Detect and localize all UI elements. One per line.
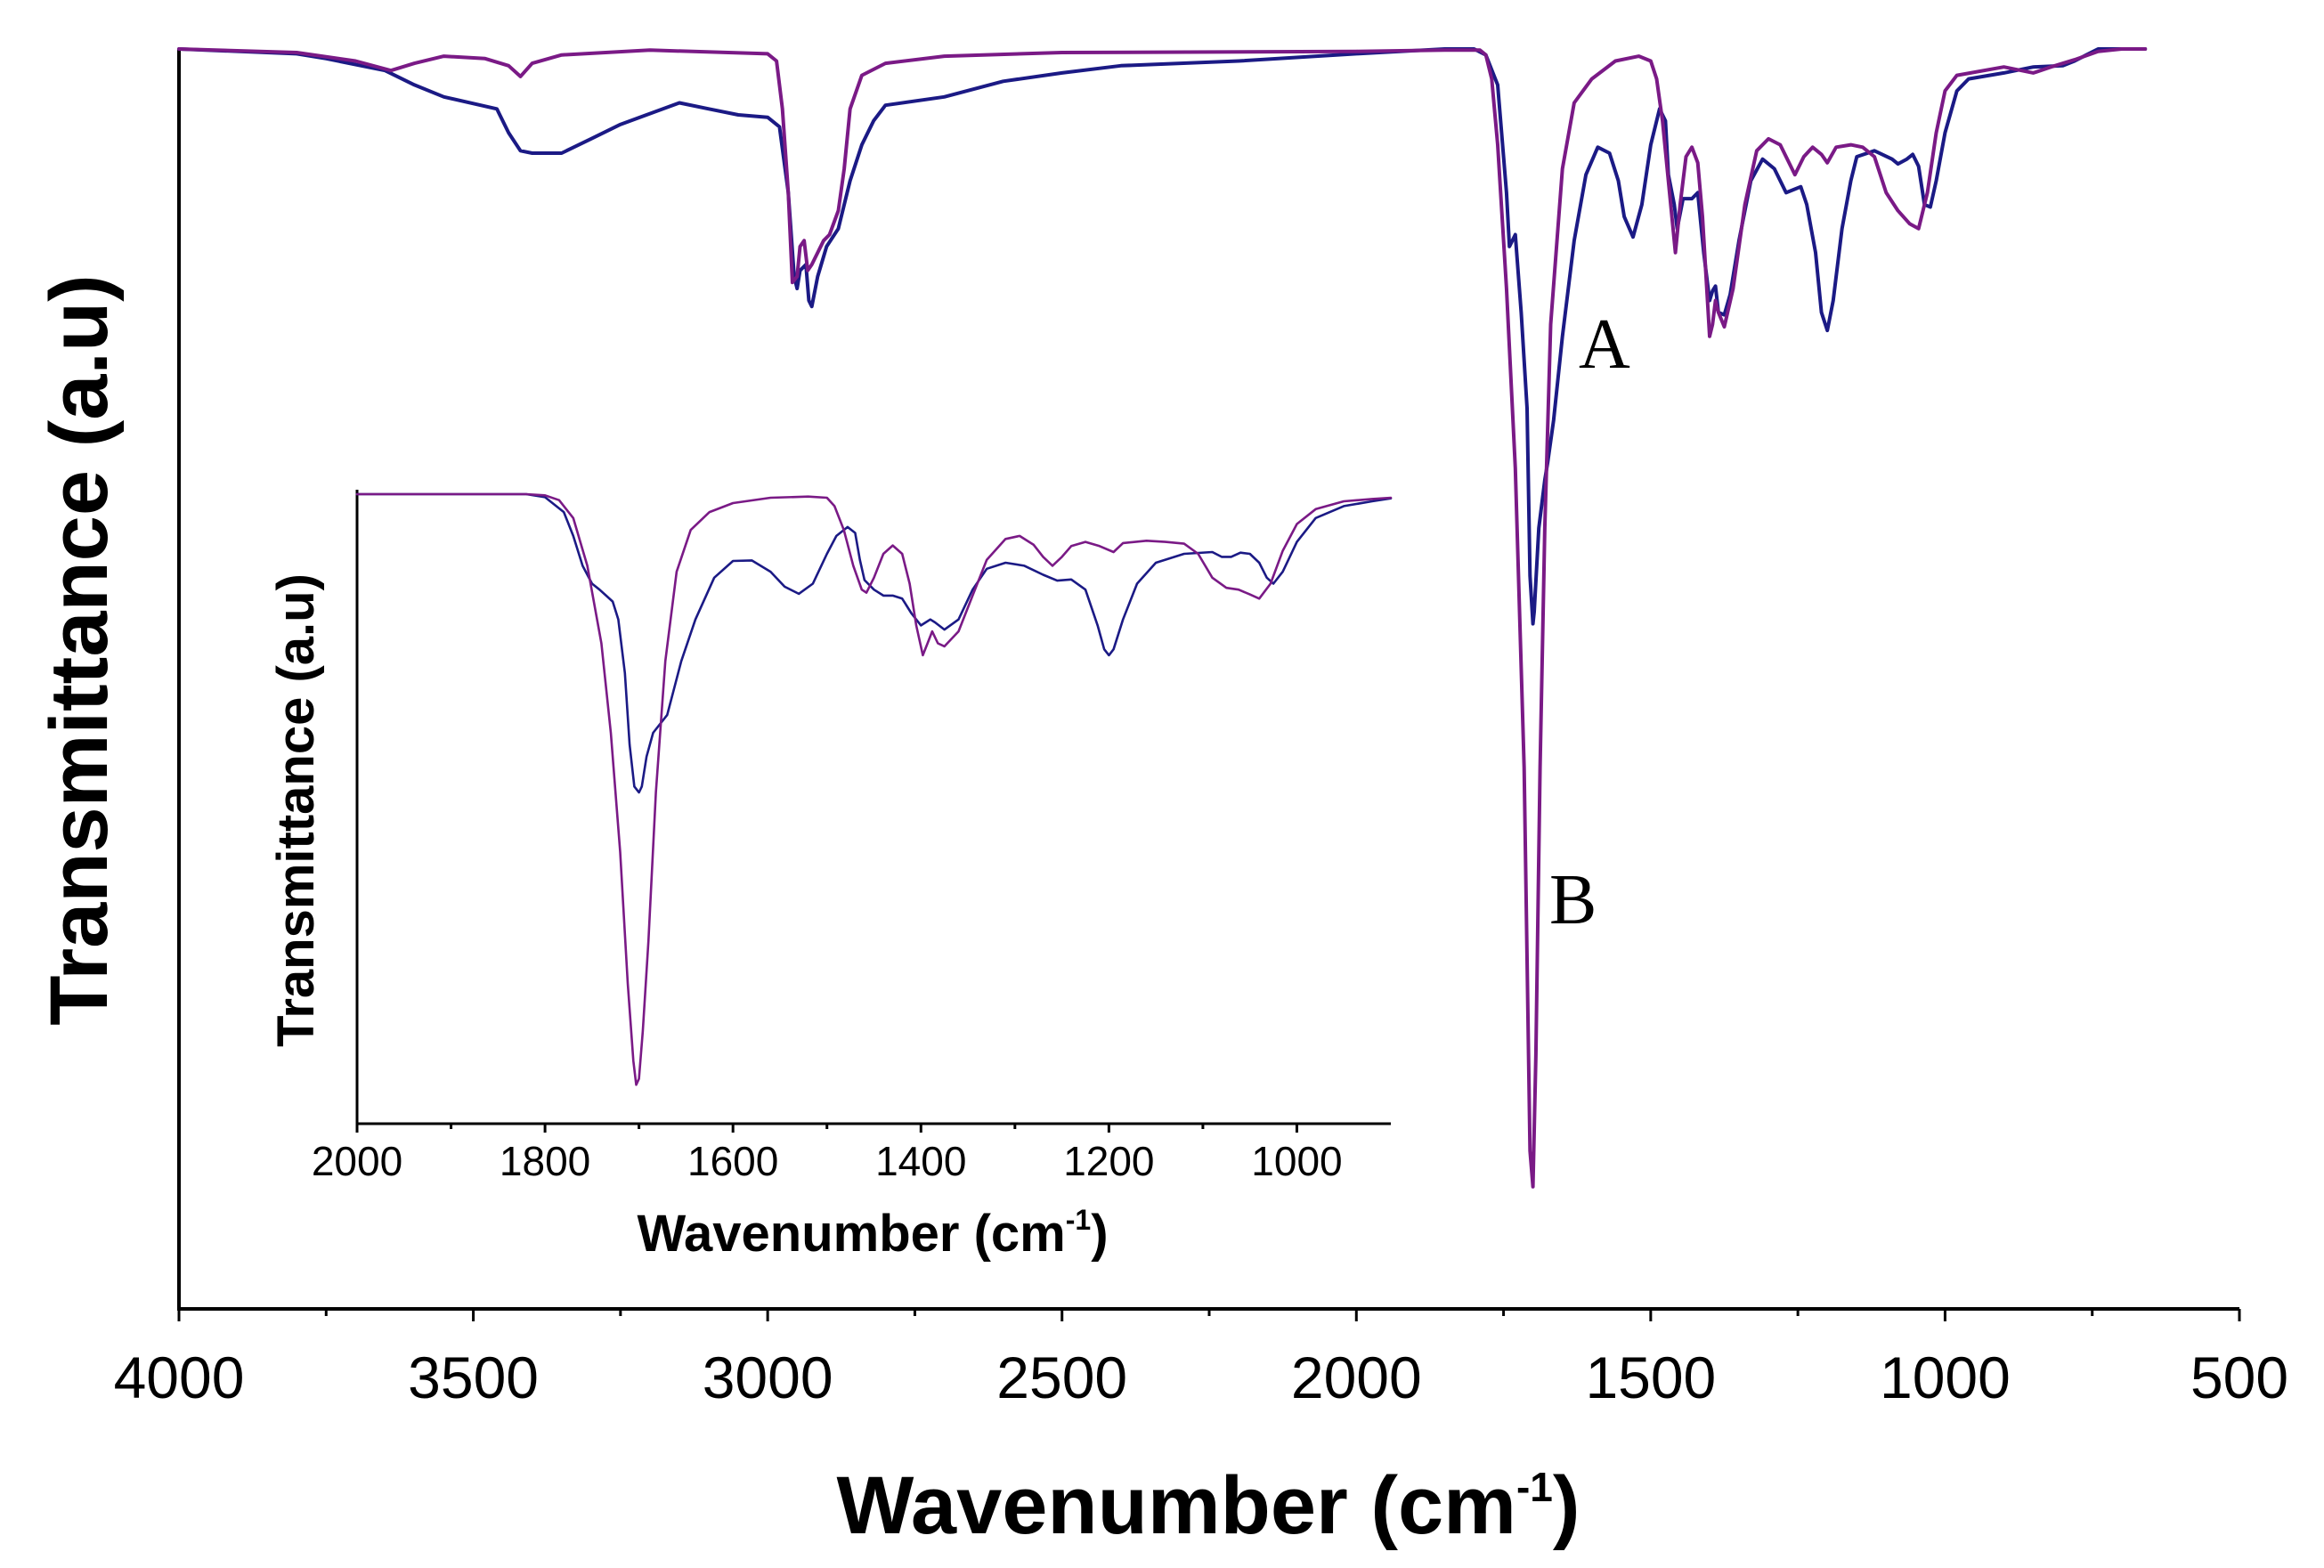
curve-label-a: A [1579, 305, 1630, 384]
main-x-tick-label: 2000 [1291, 1345, 1422, 1410]
inset-x-tick-label: 1600 [687, 1138, 778, 1184]
main-x-axis-title: Wavenumber (cm-1) [837, 1460, 1580, 1551]
main-x-axis-title-unit: (cm [1370, 1460, 1516, 1551]
main-x-axis-title-main: Wavenumber [837, 1460, 1348, 1551]
inset-x-tick-label: 1400 [875, 1138, 966, 1184]
main-chart: 4000 3500 3000 2500 2000 1500 1000 500 Wavenumb… [34, 47, 2288, 1551]
inset-x-tick-label: 1000 [1251, 1138, 1342, 1184]
main-y-axis-title: Transmittance (a.u) [34, 274, 125, 1026]
inset-y-axis-title: Transmittance (a.u) [267, 573, 325, 1047]
main-x-tick-label: 1500 [1585, 1345, 1716, 1410]
main-x-tick-label: 1000 [1880, 1345, 2011, 1410]
inset-series-group [355, 492, 1393, 1086]
inset-x-tick-label: 1800 [500, 1138, 590, 1184]
main-series-b-line [177, 47, 2148, 1189]
inset-x-axis-title-main: Wavenumber [637, 1205, 959, 1263]
inset-x-tick-labels: 2000 1800 1600 1400 1200 1000 [312, 1138, 1343, 1184]
inset-x-axis-title-unit: (cm [974, 1205, 1066, 1263]
inset-x-ticks [355, 1124, 1298, 1133]
main-series-group [177, 47, 2148, 1189]
inset-series-b-line [355, 492, 1393, 1086]
inset-chart: 2000 1800 1600 1400 1200 1000 Wavenumber (cm-… [267, 490, 1393, 1263]
inset-x-tick-label: 1200 [1063, 1138, 1154, 1184]
inset-series-a-line [355, 492, 1393, 794]
main-x-tick-label: 3000 [703, 1345, 833, 1410]
inset-x-axis-title-sup: -1 [1066, 1204, 1091, 1236]
main-x-tick-label: 3500 [408, 1345, 539, 1410]
curve-label-b: B [1549, 861, 1597, 939]
main-x-tick-labels: 4000 3500 3000 2500 2000 1500 1000 500 [114, 1345, 2288, 1410]
inset-x-axis-title: Wavenumber (cm-1) [637, 1204, 1108, 1263]
inset-x-axis-title-close: ) [1091, 1205, 1108, 1263]
main-x-tick-label: 2500 [996, 1345, 1127, 1410]
main-x-ticks [177, 1309, 2241, 1321]
main-x-tick-label: 4000 [114, 1345, 245, 1410]
main-x-axis-title-sup: -1 [1516, 1464, 1553, 1510]
main-x-axis-title-close: ) [1553, 1460, 1580, 1551]
main-series-a-line [177, 47, 2148, 626]
main-x-tick-label: 500 [2190, 1345, 2288, 1410]
inset-x-tick-label: 2000 [312, 1138, 402, 1184]
